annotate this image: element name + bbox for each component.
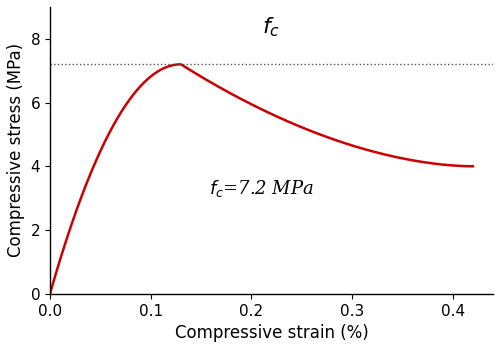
Text: $f_c$: $f_c$ [262,16,280,39]
Text: $f_c$=7.2 MPa: $f_c$=7.2 MPa [209,178,314,199]
X-axis label: Compressive strain (%): Compressive strain (%) [174,324,368,342]
Y-axis label: Compressive stress (MPa): Compressive stress (MPa) [7,43,25,258]
